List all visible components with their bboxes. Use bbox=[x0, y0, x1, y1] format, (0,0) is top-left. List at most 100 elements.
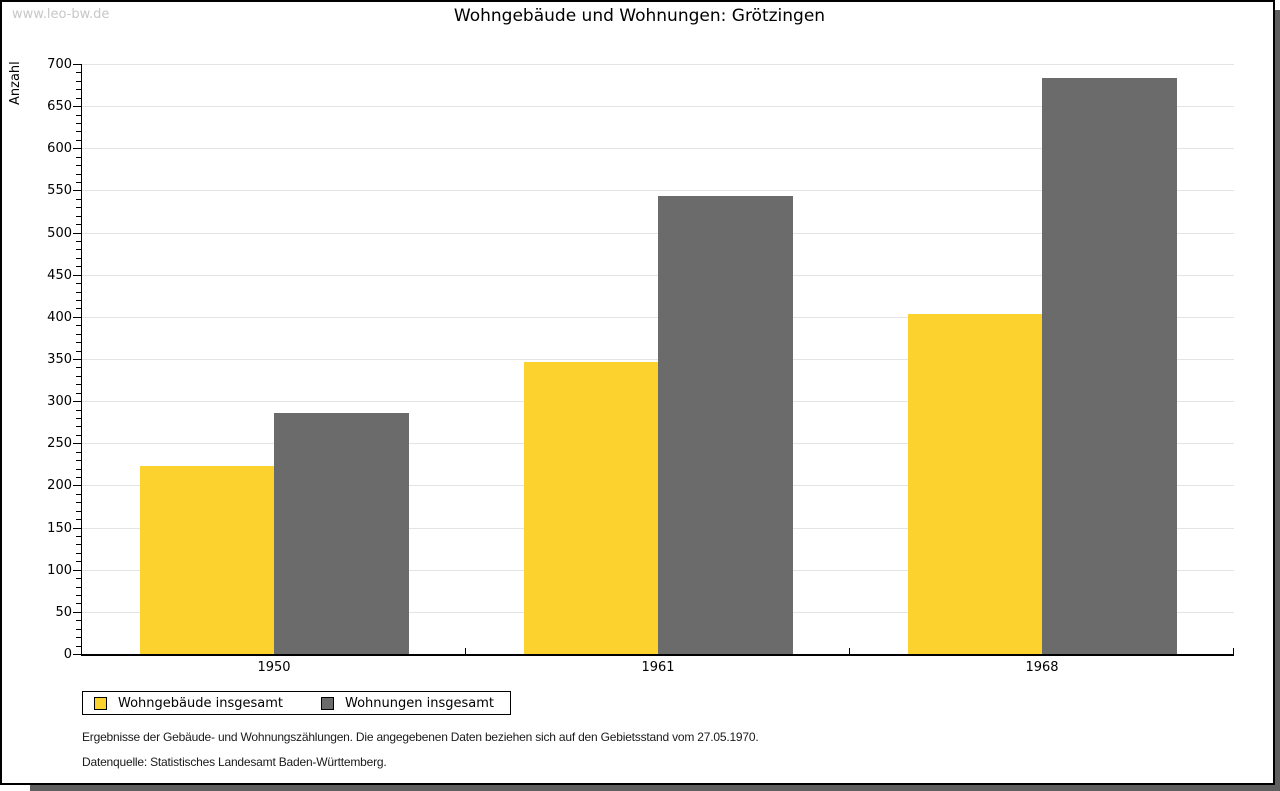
x-tick-label: 1950 bbox=[257, 660, 291, 675]
x-axis-tick bbox=[465, 648, 466, 654]
y-minor-tick bbox=[76, 620, 81, 622]
legend: Wohngebäude insgesamt Wohnungen insgesam… bbox=[82, 691, 511, 715]
watermark: www.leo-bw.de bbox=[12, 7, 110, 22]
y-major-tick bbox=[73, 316, 81, 318]
y-tick-label: 500 bbox=[47, 225, 72, 241]
chart-title: Wohngebäude und Wohnungen: Grötzingen bbox=[453, 6, 826, 26]
gridline bbox=[82, 148, 1234, 150]
y-tick-label: 650 bbox=[47, 99, 72, 115]
y-tick-label: 100 bbox=[47, 562, 72, 578]
bar-1950-wohnungen bbox=[274, 412, 409, 654]
gridline bbox=[82, 64, 1234, 65]
y-major-tick bbox=[73, 654, 81, 655]
y-minor-tick bbox=[76, 300, 81, 301]
y-minor-tick bbox=[76, 89, 81, 91]
y-tick-label: 150 bbox=[47, 520, 72, 536]
gridline bbox=[82, 106, 1234, 108]
y-minor-tick bbox=[76, 114, 81, 116]
legend-swatch-gray-icon bbox=[321, 696, 334, 710]
y-minor-tick bbox=[76, 561, 81, 563]
y-minor-tick bbox=[76, 426, 81, 428]
legend-item-wohngebaeude: Wohngebäude insgesamt bbox=[94, 696, 283, 711]
y-minor-tick bbox=[76, 266, 81, 268]
y-major-tick bbox=[73, 274, 81, 276]
y-minor-tick bbox=[76, 97, 81, 99]
y-minor-tick bbox=[76, 249, 81, 251]
x-tick-label: 1961 bbox=[641, 660, 675, 675]
y-minor-tick bbox=[76, 165, 81, 167]
y-minor-tick bbox=[76, 477, 81, 478]
y-tick-label: 200 bbox=[47, 478, 72, 494]
y-axis-label: Anzahl bbox=[8, 61, 23, 105]
y-major-tick bbox=[73, 569, 81, 571]
y-minor-tick bbox=[76, 156, 81, 158]
y-minor-tick bbox=[76, 123, 81, 124]
y-minor-tick bbox=[76, 215, 81, 217]
y-minor-tick bbox=[76, 578, 81, 580]
y-tick-label: 250 bbox=[47, 436, 72, 452]
y-minor-tick bbox=[76, 182, 81, 183]
y-major-tick bbox=[73, 443, 81, 445]
drop-shadow-right bbox=[1275, 10, 1280, 785]
footnote-line1: Ergebnisse der Gebäude- und Wohnungszähl… bbox=[82, 730, 759, 744]
y-minor-tick bbox=[76, 451, 81, 453]
y-minor-tick bbox=[76, 325, 81, 327]
y-major-tick bbox=[73, 485, 81, 487]
y-minor-tick bbox=[76, 139, 81, 141]
y-minor-tick bbox=[76, 603, 81, 605]
y-minor-tick bbox=[76, 628, 81, 630]
y-major-tick bbox=[73, 106, 81, 108]
y-minor-tick bbox=[76, 308, 81, 310]
x-axis-tick bbox=[849, 648, 850, 654]
y-minor-tick bbox=[76, 291, 81, 293]
y-tick-label: 300 bbox=[47, 394, 72, 410]
footnote-line2: Datenquelle: Statistisches Landesamt Bad… bbox=[82, 755, 387, 769]
y-tick-label: 450 bbox=[47, 267, 72, 283]
y-minor-tick bbox=[76, 342, 81, 344]
y-minor-tick bbox=[76, 257, 81, 259]
y-minor-tick bbox=[76, 375, 81, 377]
y-major-tick bbox=[73, 401, 81, 403]
gridline bbox=[82, 190, 1234, 192]
y-minor-tick bbox=[76, 350, 81, 352]
y-tick-label: 600 bbox=[47, 141, 72, 157]
y-tick-label: 0 bbox=[63, 647, 72, 662]
y-tick-label: 50 bbox=[55, 604, 72, 620]
y-minor-tick bbox=[76, 586, 81, 588]
y-minor-tick bbox=[76, 519, 81, 521]
x-axis-tick bbox=[1233, 648, 1234, 654]
y-minor-tick bbox=[76, 392, 81, 394]
y-minor-tick bbox=[76, 409, 81, 411]
y-minor-tick bbox=[76, 468, 81, 470]
y-minor-tick bbox=[76, 173, 81, 175]
y-major-tick bbox=[73, 359, 81, 360]
y-minor-tick bbox=[76, 637, 81, 639]
y-minor-tick bbox=[76, 384, 81, 386]
bar-1961-wohngebaeude bbox=[523, 361, 658, 654]
y-tick-label: 700 bbox=[47, 57, 72, 72]
y-minor-tick bbox=[76, 207, 81, 209]
y-minor-tick bbox=[76, 544, 81, 546]
y-minor-tick bbox=[76, 241, 81, 242]
legend-label: Wohnungen insgesamt bbox=[345, 695, 494, 711]
y-minor-tick bbox=[76, 536, 81, 537]
legend-label: Wohngebäude insgesamt bbox=[118, 695, 283, 711]
y-major-tick bbox=[73, 190, 81, 192]
y-minor-tick bbox=[76, 460, 81, 462]
y-minor-tick bbox=[76, 595, 81, 596]
plot-area: 0 50 100 150 200 250 300 350 400 450 500 550 600 650 7… bbox=[47, 57, 1234, 675]
y-minor-tick bbox=[76, 502, 81, 504]
y-major-tick bbox=[73, 527, 81, 529]
y-major-tick bbox=[73, 148, 81, 150]
y-minor-tick bbox=[76, 131, 81, 133]
y-minor-tick bbox=[76, 434, 81, 436]
y-minor-tick bbox=[76, 510, 81, 512]
y-minor-tick bbox=[76, 493, 81, 495]
y-major-tick bbox=[73, 64, 81, 65]
bar-1968-wohnungen bbox=[1042, 77, 1177, 654]
y-major-tick bbox=[73, 611, 81, 613]
y-minor-tick bbox=[76, 645, 81, 647]
y-tick-label: 350 bbox=[47, 352, 72, 367]
legend-item-wohnungen: Wohnungen insgesamt bbox=[321, 696, 494, 711]
